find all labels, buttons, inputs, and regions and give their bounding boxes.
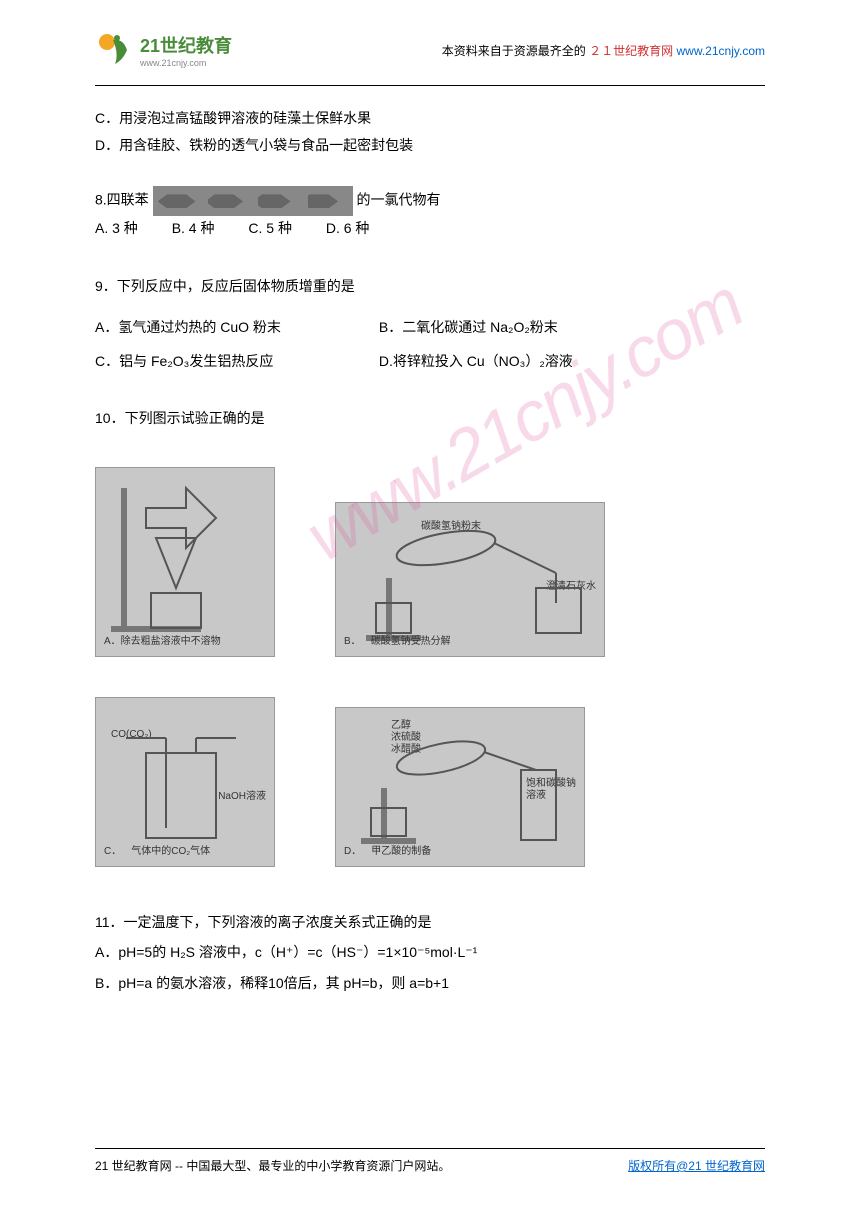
q11-option-a: A．pH=5的 H₂S 溶液中，c（H⁺）=c（HS⁻）=1×10⁻⁵mol·L… [95, 937, 765, 968]
q10-stem: 10．下列图示试验正确的是 [95, 406, 765, 431]
attribution-line: 本资料来自于资源最齐全的 ２１世纪教育网 www.21cnjy.com [442, 42, 765, 59]
q8-stem-line: 8.四联苯 的一氯代物有 [95, 186, 765, 216]
q8-option-d: D. 6 种 [326, 220, 370, 236]
q8-options: A. 3 种 B. 4 种 C. 5 种 D. 6 种 [95, 216, 765, 241]
figure-b-caption: B． 碳酸氢钠受热分解 [344, 633, 451, 651]
figure-a: A．除去粗盐溶液中不溶物 [95, 467, 275, 657]
figure-d: 乙醇 浓硫酸 冰醋酸 饱和碳酸钠溶液 D． 甲乙酸的制备 [335, 707, 585, 867]
q11-stem: 11．一定温度下，下列溶液的离子浓度关系式正确的是 [95, 907, 765, 938]
question-8: 8.四联苯 的一氯代物有 A. 3 种 B. 4 种 C. 5 种 D. 6 种 [95, 186, 765, 241]
attribution-url[interactable]: www.21cnjy.com [677, 44, 765, 58]
q7-option-c: C．用浸泡过高锰酸钾溶液的硅藻土保鲜水果 [95, 106, 765, 131]
q8-option-b: B. 4 种 [172, 220, 215, 236]
q8-suffix: 的一氯代物有 [356, 192, 440, 208]
figure-c-caption: C． 气体中的CO₂气体 [104, 843, 210, 861]
q9-stem: 9．下列反应中，反应后固体物质增重的是 [95, 270, 765, 304]
q8-option-c: C. 5 种 [248, 220, 292, 236]
experiment-figures: A．除去粗盐溶液中不溶物 碳酸氢钠粉末 澄清石灰水 B． 碳酸氢钠受热分解 [95, 467, 765, 867]
figure-row-1: A．除去粗盐溶液中不溶物 碳酸氢钠粉末 澄清石灰水 B． 碳酸氢钠受热分解 [95, 467, 765, 657]
q8-option-a: A. 3 种 [95, 220, 138, 236]
header-divider [95, 85, 765, 86]
page-header: 21世纪教育 www.21cnjy.com 本资料来自于资源最齐全的 ２１世纪教… [95, 30, 765, 70]
figure-d-caption: D． 甲乙酸的制备 [344, 843, 431, 861]
attribution-brand: ２１世纪教育网 [589, 44, 673, 58]
q9-option-b: B．二氧化碳通过 Na₂O₂粉末 [379, 311, 558, 345]
question-11: 11．一定温度下，下列溶液的离子浓度关系式正确的是 A．pH=5的 H₂S 溶液… [95, 907, 765, 999]
logo-subtitle: www.21cnjy.com [140, 58, 232, 68]
q7-option-d: D．用含硅胶、铁粉的透气小袋与食品一起密封包装 [95, 133, 765, 158]
q9-option-d: D.将锌粒投入 Cu（NO₃）₂溶液 [379, 345, 573, 379]
content-area: C．用浸泡过高锰酸钾溶液的硅藻土保鲜水果 D．用含硅胶、铁粉的透气小袋与食品一起… [95, 106, 765, 999]
tetraphenyl-structure-image [153, 186, 353, 216]
page-footer: 21 世纪教育网 -- 中国最大型、最专业的中小学教育资源门户网站。 版权所有@… [95, 1148, 765, 1174]
q9-option-c: C．铝与 Fe₂O₃发生铝热反应 [95, 345, 375, 379]
q11-option-b: B．pH=a 的氨水溶液，稀释10倍后，其 pH=b，则 a=b+1 [95, 968, 765, 999]
q9-option-a: A．氢气通过灼热的 CuO 粉末 [95, 311, 375, 345]
attribution-prefix: 本资料来自于资源最齐全的 [442, 44, 586, 58]
logo-text-block: 21世纪教育 www.21cnjy.com [140, 32, 232, 68]
figure-b: 碳酸氢钠粉末 澄清石灰水 B． 碳酸氢钠受热分解 [335, 502, 605, 657]
logo-block: 21世纪教育 www.21cnjy.com [95, 30, 232, 70]
question-9: 9．下列反应中，反应后固体物质增重的是 A．氢气通过灼热的 CuO 粉末 B．二… [95, 270, 765, 379]
footer-left: 21 世纪教育网 -- 中国最大型、最专业的中小学教育资源门户网站。 [95, 1157, 450, 1174]
figure-a-caption: A．除去粗盐溶液中不溶物 [104, 633, 221, 651]
figure-c: CO(CO₂) NaOH溶液 C． 气体中的CO₂气体 [95, 697, 275, 867]
question-7-tail: C．用浸泡过高锰酸钾溶液的硅藻土保鲜水果 D．用含硅胶、铁粉的透气小袋与食品一起… [95, 106, 765, 158]
footer-right[interactable]: 版权所有@21 世纪教育网 [628, 1157, 765, 1174]
q8-prefix: 8.四联苯 [95, 192, 149, 208]
logo-icon [95, 30, 135, 70]
figure-row-2: CO(CO₂) NaOH溶液 C． 气体中的CO₂气体 乙醇 浓硫酸 冰醋酸 饱… [95, 697, 765, 867]
logo-title: 21世纪教育 [140, 36, 232, 56]
question-10: 10．下列图示试验正确的是 A．除去粗盐溶液中不溶物 碳酸氢钠粉末 澄清石灰水 [95, 406, 765, 866]
